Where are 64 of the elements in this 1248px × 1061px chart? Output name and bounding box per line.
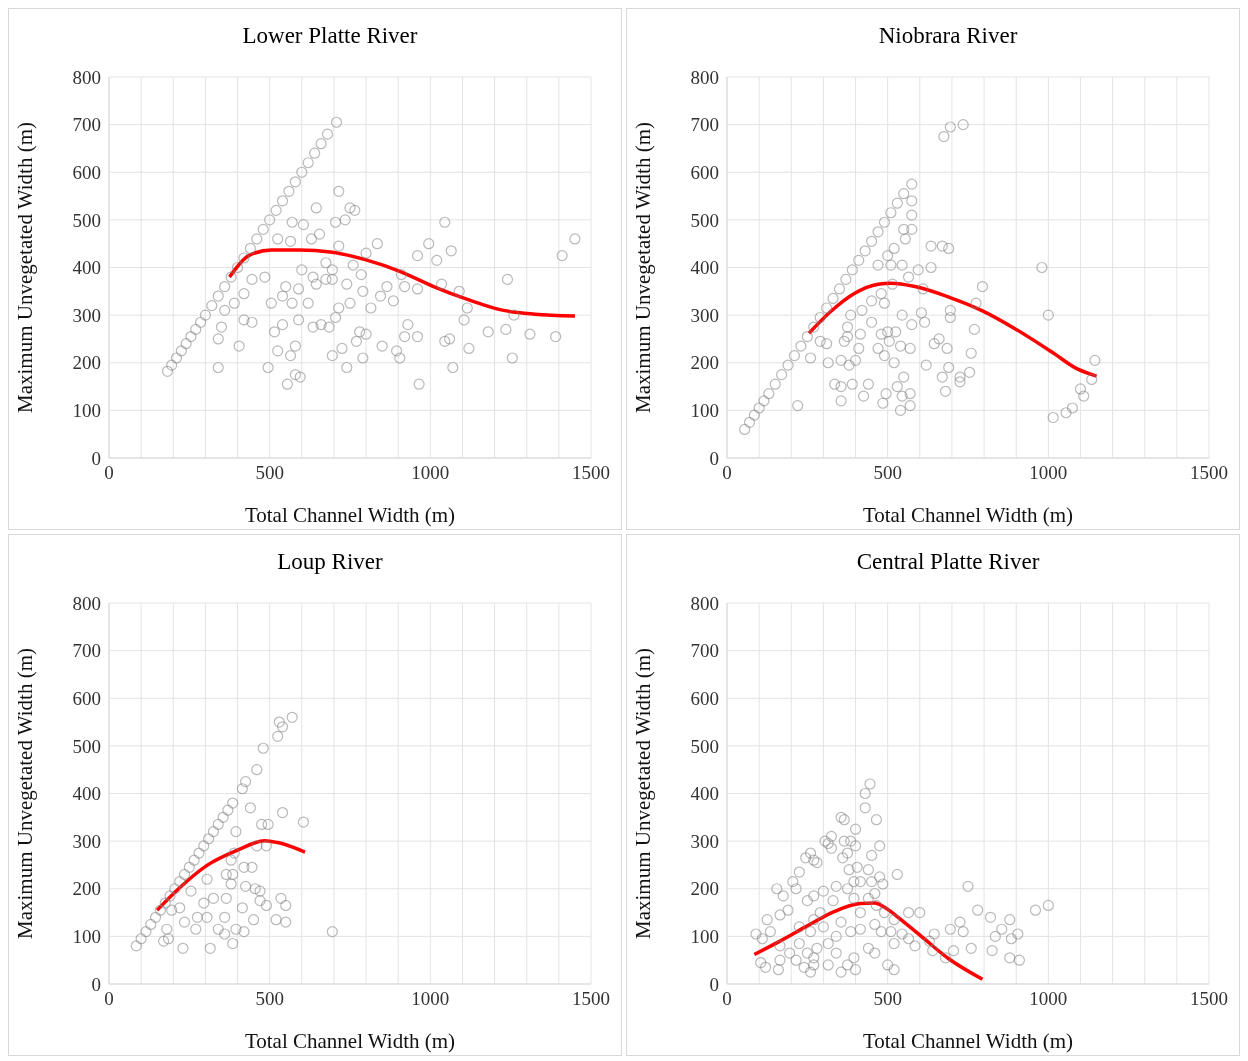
chart-title: Loup River bbox=[276, 548, 384, 576]
y-axis-title: Maximum Unvegetated Width (m) bbox=[13, 648, 38, 939]
x-axis-title: Total Channel Width (m) bbox=[244, 1029, 456, 1053]
y-tick-label: 700 bbox=[72, 114, 101, 136]
line-series bbox=[752, 901, 985, 981]
y-tick-label: 100 bbox=[690, 400, 719, 422]
y-tick-label: 100 bbox=[72, 926, 101, 948]
y-tick-label: 400 bbox=[72, 257, 101, 279]
y-tick-label: 100 bbox=[690, 926, 719, 948]
line-series bbox=[227, 248, 577, 318]
line-series bbox=[155, 838, 307, 912]
y-tick-label: 300 bbox=[690, 304, 719, 326]
x-tick-label: 1000 bbox=[411, 988, 450, 1010]
x-tick-label: 1500 bbox=[1190, 462, 1228, 484]
x-axis-title: Total Channel Width (m) bbox=[862, 503, 1074, 527]
y-axis-title: Maximum Unvegetated Width (m) bbox=[631, 648, 656, 939]
y-tick-label: 200 bbox=[72, 878, 101, 900]
y-tick-label: 400 bbox=[72, 783, 101, 805]
y-tick-label: 700 bbox=[72, 640, 101, 662]
y-tick-label: 700 bbox=[690, 640, 719, 662]
y-tick-label: 0 bbox=[709, 973, 719, 995]
y-tick-label: 600 bbox=[690, 161, 719, 183]
y-tick-label: 800 bbox=[690, 66, 719, 88]
y-tick-label: 300 bbox=[690, 830, 719, 852]
y-tick-label: 700 bbox=[690, 114, 719, 136]
x-tick-label: 1000 bbox=[411, 462, 450, 484]
x-tick-label: 500 bbox=[255, 988, 284, 1010]
y-tick-label: 500 bbox=[690, 735, 719, 757]
chart-title: Central Platte River bbox=[855, 548, 1041, 576]
y-tick-label: 300 bbox=[72, 830, 101, 852]
y-tick-label: 400 bbox=[690, 783, 719, 805]
line-series bbox=[807, 281, 1099, 378]
chart-title: Lower Platte River bbox=[241, 22, 419, 50]
y-axis-title: Maximum Unvegetated Width (m) bbox=[631, 122, 656, 413]
x-tick-label: 1000 bbox=[1029, 462, 1068, 484]
y-tick-label: 500 bbox=[690, 209, 719, 231]
x-tick-label: 1500 bbox=[1190, 988, 1228, 1010]
y-tick-label: 600 bbox=[690, 687, 719, 709]
y-axis-title: Maximum Unvegetated Width (m) bbox=[13, 122, 38, 413]
y-tick-label: 200 bbox=[72, 352, 101, 374]
y-tick-label: 0 bbox=[709, 447, 719, 469]
x-tick-label: 1500 bbox=[572, 462, 610, 484]
x-axis-title: Total Channel Width (m) bbox=[862, 1029, 1074, 1053]
chart-title: Niobrara River bbox=[877, 22, 1019, 50]
x-tick-label: 500 bbox=[873, 988, 902, 1010]
y-tick-label: 400 bbox=[690, 257, 719, 279]
y-tick-label: 600 bbox=[72, 687, 101, 709]
y-tick-label: 500 bbox=[72, 735, 101, 757]
y-tick-label: 0 bbox=[91, 447, 101, 469]
x-tick-label: 500 bbox=[873, 462, 902, 484]
y-tick-label: 200 bbox=[690, 352, 719, 374]
y-tick-label: 800 bbox=[72, 66, 101, 88]
y-tick-label: 200 bbox=[690, 878, 719, 900]
x-tick-label: 500 bbox=[255, 462, 284, 484]
x-tick-label: 1500 bbox=[572, 988, 610, 1010]
y-tick-label: 600 bbox=[72, 161, 101, 183]
x-axis-title: Total Channel Width (m) bbox=[244, 503, 456, 527]
y-tick-label: 800 bbox=[690, 592, 719, 614]
y-tick-label: 300 bbox=[72, 304, 101, 326]
y-tick-label: 100 bbox=[72, 400, 101, 422]
x-tick-label: 1000 bbox=[1029, 988, 1068, 1010]
y-tick-label: 800 bbox=[72, 592, 101, 614]
y-tick-label: 0 bbox=[91, 973, 101, 995]
y-tick-label: 500 bbox=[72, 209, 101, 231]
